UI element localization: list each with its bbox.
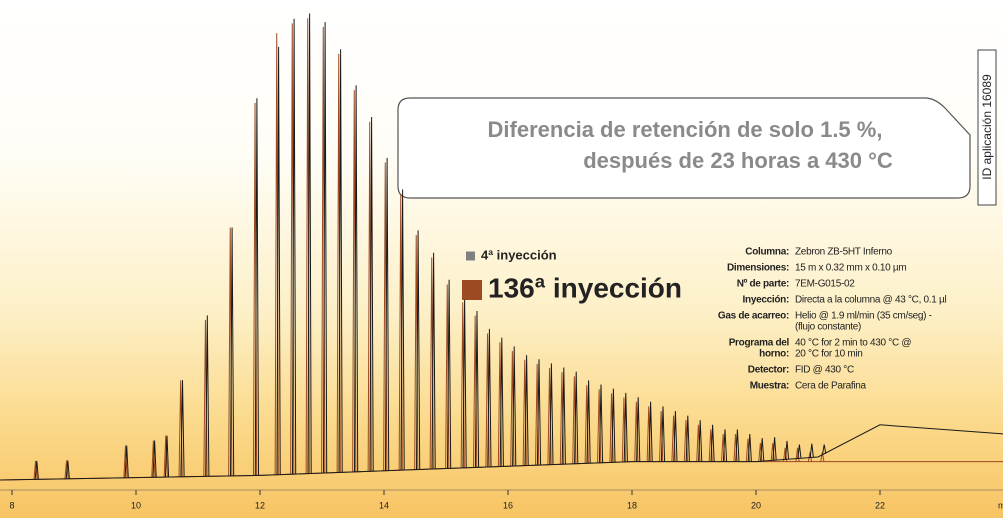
chart: Diferencia de retención de solo 1.5 %, d… [0, 0, 1003, 518]
peak [550, 363, 553, 464]
info-value: Directa a la columna @ 43 °C, 0.1 µl [795, 295, 946, 306]
peak [386, 158, 389, 471]
peak [674, 411, 677, 462]
peak [575, 372, 578, 464]
peak [339, 49, 342, 472]
peak [417, 230, 420, 469]
info-value: 20 °C for 10 min [795, 349, 863, 360]
info-label: Inyección: [743, 295, 789, 306]
info-label: Detector: [748, 365, 789, 376]
x-tick-label: 16 [503, 500, 513, 510]
info-value: Cera de Parafina [795, 381, 867, 392]
legend-label: 4ª inyección [481, 247, 557, 262]
peak [810, 444, 813, 458]
peak [612, 389, 615, 463]
info-label: Gas de acarreo: [718, 311, 789, 322]
peak [748, 434, 751, 462]
id-tag: ID aplicación 16089 [980, 74, 994, 180]
x-tick-label: 22 [875, 500, 885, 510]
peak [513, 346, 516, 466]
peak [686, 416, 689, 462]
peak [785, 441, 788, 459]
info-value: (flujo constante) [795, 322, 861, 333]
legend-marker [466, 252, 475, 261]
info-value: 7EM-G015-02 [795, 279, 855, 290]
peak [370, 117, 373, 471]
peak [823, 445, 826, 454]
x-tick-label: 20 [751, 500, 761, 510]
peak [231, 227, 234, 475]
info-label: Columna: [745, 247, 789, 258]
x-axis-label: min [998, 500, 1003, 510]
info-value: 15 m x 0.32 mm x 0.10 µm [795, 263, 906, 274]
x-tick-label: 14 [379, 500, 389, 510]
page: Diferencia de retención de solo 1.5 %, d… [0, 0, 1003, 518]
peak [255, 98, 258, 475]
peak [711, 425, 714, 462]
legend-label: 136ª inyección [488, 272, 682, 303]
peak [736, 429, 739, 461]
x-tick-label: 18 [627, 500, 637, 510]
title-line: Diferencia de retención de solo 1.5 %, [488, 117, 883, 142]
info-value: Helio @ 1.9 ml/min (35 cm/seg) - [795, 311, 932, 322]
peak [761, 438, 764, 461]
peak [355, 85, 358, 471]
peak [599, 385, 602, 463]
info-label: Nº de parte: [737, 279, 789, 290]
peak [463, 298, 466, 468]
peak [500, 338, 503, 467]
peak [181, 380, 184, 477]
peak [432, 253, 435, 469]
peak [661, 406, 664, 461]
peak [448, 280, 451, 469]
info-value: Zebron ZB-5HT Inferno [795, 247, 893, 258]
peak [637, 397, 640, 461]
info-value: 40 °C for 2 min to 430 °C @ [795, 338, 911, 349]
peak [562, 368, 565, 465]
info-label: Dimensiones: [727, 263, 789, 274]
peak [773, 437, 776, 460]
peak [475, 311, 478, 467]
peak [649, 402, 652, 462]
peak [488, 329, 491, 467]
info-label: Programa del [729, 338, 790, 349]
peak [525, 355, 528, 465]
peak [324, 22, 327, 473]
info-value: FID @ 430 °C [795, 365, 854, 376]
peak [401, 190, 404, 471]
info-label: Muestra: [750, 381, 789, 392]
legend-marker [462, 280, 482, 300]
peak [587, 380, 590, 463]
peak [206, 315, 209, 476]
info-label: horno: [759, 349, 789, 360]
x-tick-label: 12 [255, 500, 265, 510]
peak [293, 19, 296, 474]
peak [699, 420, 702, 461]
peak [308, 14, 311, 474]
peak [723, 429, 726, 461]
title-line: después de 23 horas a 430 °C [583, 148, 893, 173]
peak [798, 445, 801, 459]
x-tick-label: 8 [9, 500, 14, 510]
peak [537, 359, 540, 465]
x-tick-label: 10 [131, 500, 141, 510]
peak [624, 393, 627, 462]
